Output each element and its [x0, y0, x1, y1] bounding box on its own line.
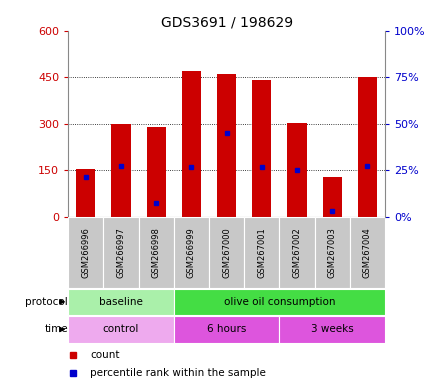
Bar [358, 77, 377, 217]
Text: control: control [103, 324, 139, 334]
Text: GSM266996: GSM266996 [81, 227, 90, 278]
Text: 6 hours: 6 hours [207, 324, 246, 334]
Text: 3 weeks: 3 weeks [311, 324, 354, 334]
Bar [68, 217, 103, 288]
Text: GSM267000: GSM267000 [222, 227, 231, 278]
Bar [279, 316, 385, 343]
Text: count: count [90, 350, 120, 360]
Bar [315, 217, 350, 288]
Bar [217, 74, 236, 217]
Text: GSM267001: GSM267001 [257, 227, 266, 278]
Bar [111, 124, 131, 217]
Bar [174, 217, 209, 288]
Bar [209, 217, 244, 288]
Bar [174, 316, 279, 343]
Text: baseline: baseline [99, 297, 143, 307]
Bar [252, 80, 271, 217]
Bar [68, 316, 174, 343]
Text: GSM266997: GSM266997 [117, 227, 125, 278]
Bar [182, 71, 201, 217]
Bar [139, 217, 174, 288]
Bar [244, 217, 279, 288]
Text: protocol: protocol [26, 297, 68, 307]
Text: percentile rank within the sample: percentile rank within the sample [90, 367, 266, 377]
Bar [287, 123, 307, 217]
Text: GSM267002: GSM267002 [293, 227, 301, 278]
Text: time: time [44, 324, 68, 334]
Bar [174, 288, 385, 315]
Bar [323, 177, 342, 217]
Text: GSM267004: GSM267004 [363, 227, 372, 278]
Title: GDS3691 / 198629: GDS3691 / 198629 [161, 16, 293, 30]
Bar [103, 217, 139, 288]
Bar [76, 169, 95, 217]
Text: olive oil consumption: olive oil consumption [224, 297, 335, 307]
Text: GSM266998: GSM266998 [152, 227, 161, 278]
Bar [279, 217, 315, 288]
Bar [350, 217, 385, 288]
Bar [68, 288, 174, 315]
Text: GSM266999: GSM266999 [187, 227, 196, 278]
Bar [147, 127, 166, 217]
Text: GSM267003: GSM267003 [328, 227, 337, 278]
